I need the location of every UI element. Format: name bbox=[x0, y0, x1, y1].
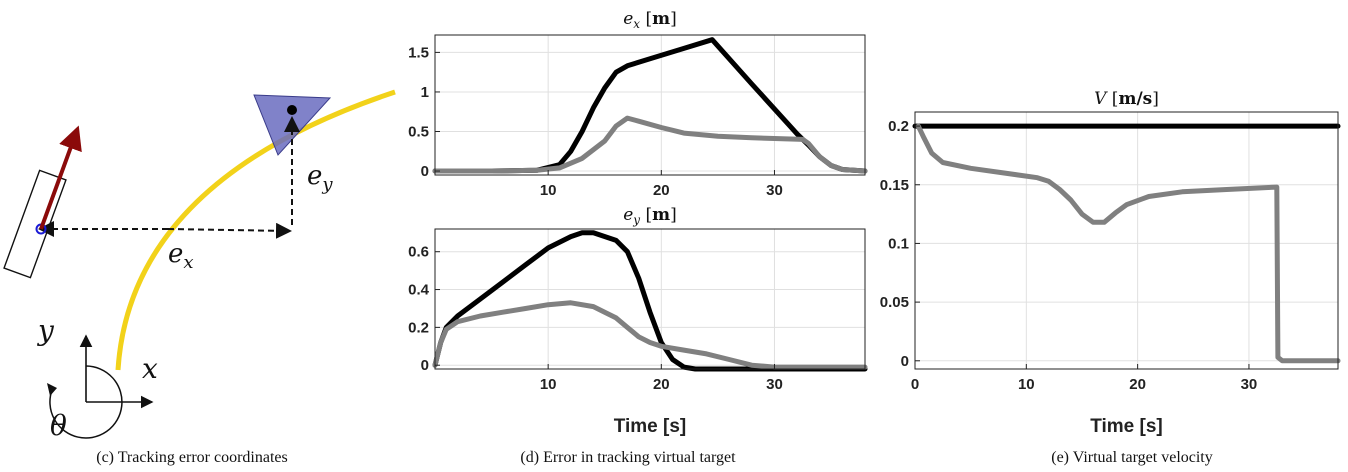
series-line-gray bbox=[915, 123, 1341, 364]
reference-path bbox=[115, 89, 396, 371]
x-axis-label: x bbox=[142, 352, 158, 385]
virtual-target-dot bbox=[287, 105, 297, 115]
velocity-chart: 0 10 20 30 0 0.05 0.1 0.15 0.2 V [m/s] Time [s] bbox=[880, 89, 1341, 437]
series-line-black bbox=[432, 230, 868, 372]
y-tick-label: 0 bbox=[421, 163, 429, 180]
series-line-gray bbox=[432, 300, 868, 370]
series-line-gray bbox=[432, 115, 868, 174]
x-tick-label: 30 bbox=[766, 376, 783, 393]
theta-arc bbox=[49, 365, 123, 439]
vehicle-body bbox=[3, 169, 67, 279]
x-tick-label: 0 bbox=[911, 376, 919, 393]
y-tick-label: 0.2 bbox=[888, 118, 909, 135]
x-tick-label: 30 bbox=[766, 182, 783, 199]
ey-label: ey bbox=[307, 161, 333, 195]
x-axis-title: Time [s] bbox=[614, 416, 687, 437]
chart-title: ey [m] bbox=[623, 205, 677, 227]
y-tick-label: 0.1 bbox=[888, 235, 909, 252]
x-tick-label: 10 bbox=[540, 182, 557, 199]
y-tick-label: 1.5 bbox=[408, 44, 429, 61]
y-tick-label: 0.5 bbox=[408, 123, 429, 140]
y-tick-label: 0.6 bbox=[408, 244, 429, 261]
caption-d: (d) Error in tracking virtual target bbox=[520, 449, 736, 466]
ey-chart: 10 20 30 0 0.2 0.4 0.6 ey [m] Time [s] bbox=[408, 205, 868, 437]
chart-title: V [m/s] bbox=[1094, 89, 1159, 109]
x-tick-label: 10 bbox=[540, 376, 557, 393]
y-tick-label: 0 bbox=[901, 353, 909, 370]
y-tick-label: 0.05 bbox=[880, 294, 909, 311]
ex-label: ex bbox=[168, 239, 194, 273]
y-tick-label: 0 bbox=[421, 357, 429, 374]
x-tick-label: 20 bbox=[653, 182, 670, 199]
theta-label: θ bbox=[50, 409, 67, 442]
x-tick-label: 20 bbox=[1129, 376, 1146, 393]
ex-chart: 10 20 30 0 0.5 1 1.5 ex [m] bbox=[408, 9, 868, 199]
axes-frame bbox=[434, 228, 866, 370]
x-tick-label: 20 bbox=[653, 376, 670, 393]
y-axis-label: y bbox=[36, 314, 55, 347]
y-tick-label: 0.4 bbox=[408, 282, 430, 299]
x-tick-label: 30 bbox=[1241, 376, 1258, 393]
x-tick-label: 10 bbox=[1018, 376, 1035, 393]
y-tick-label: 0.2 bbox=[408, 319, 429, 336]
caption-c: (c) Tracking error coordinates bbox=[96, 449, 288, 466]
vehicle-heading-arrow bbox=[39, 125, 82, 230]
axes-frame bbox=[434, 34, 866, 176]
theta-arrowhead bbox=[47, 383, 57, 396]
y-tick-label: 0.15 bbox=[880, 177, 909, 194]
chart-title: ex [m] bbox=[623, 9, 677, 31]
tracking-diagram: ex ey y x θ bbox=[3, 89, 396, 442]
y-tick-label: 1 bbox=[421, 84, 429, 101]
axes-frame bbox=[914, 111, 1339, 370]
ex-arrow-right bbox=[167, 222, 292, 239]
caption-e: (e) Virtual target velocity bbox=[1051, 449, 1213, 466]
series-line-black bbox=[432, 37, 868, 174]
x-axis-title: Time [s] bbox=[1090, 416, 1163, 437]
